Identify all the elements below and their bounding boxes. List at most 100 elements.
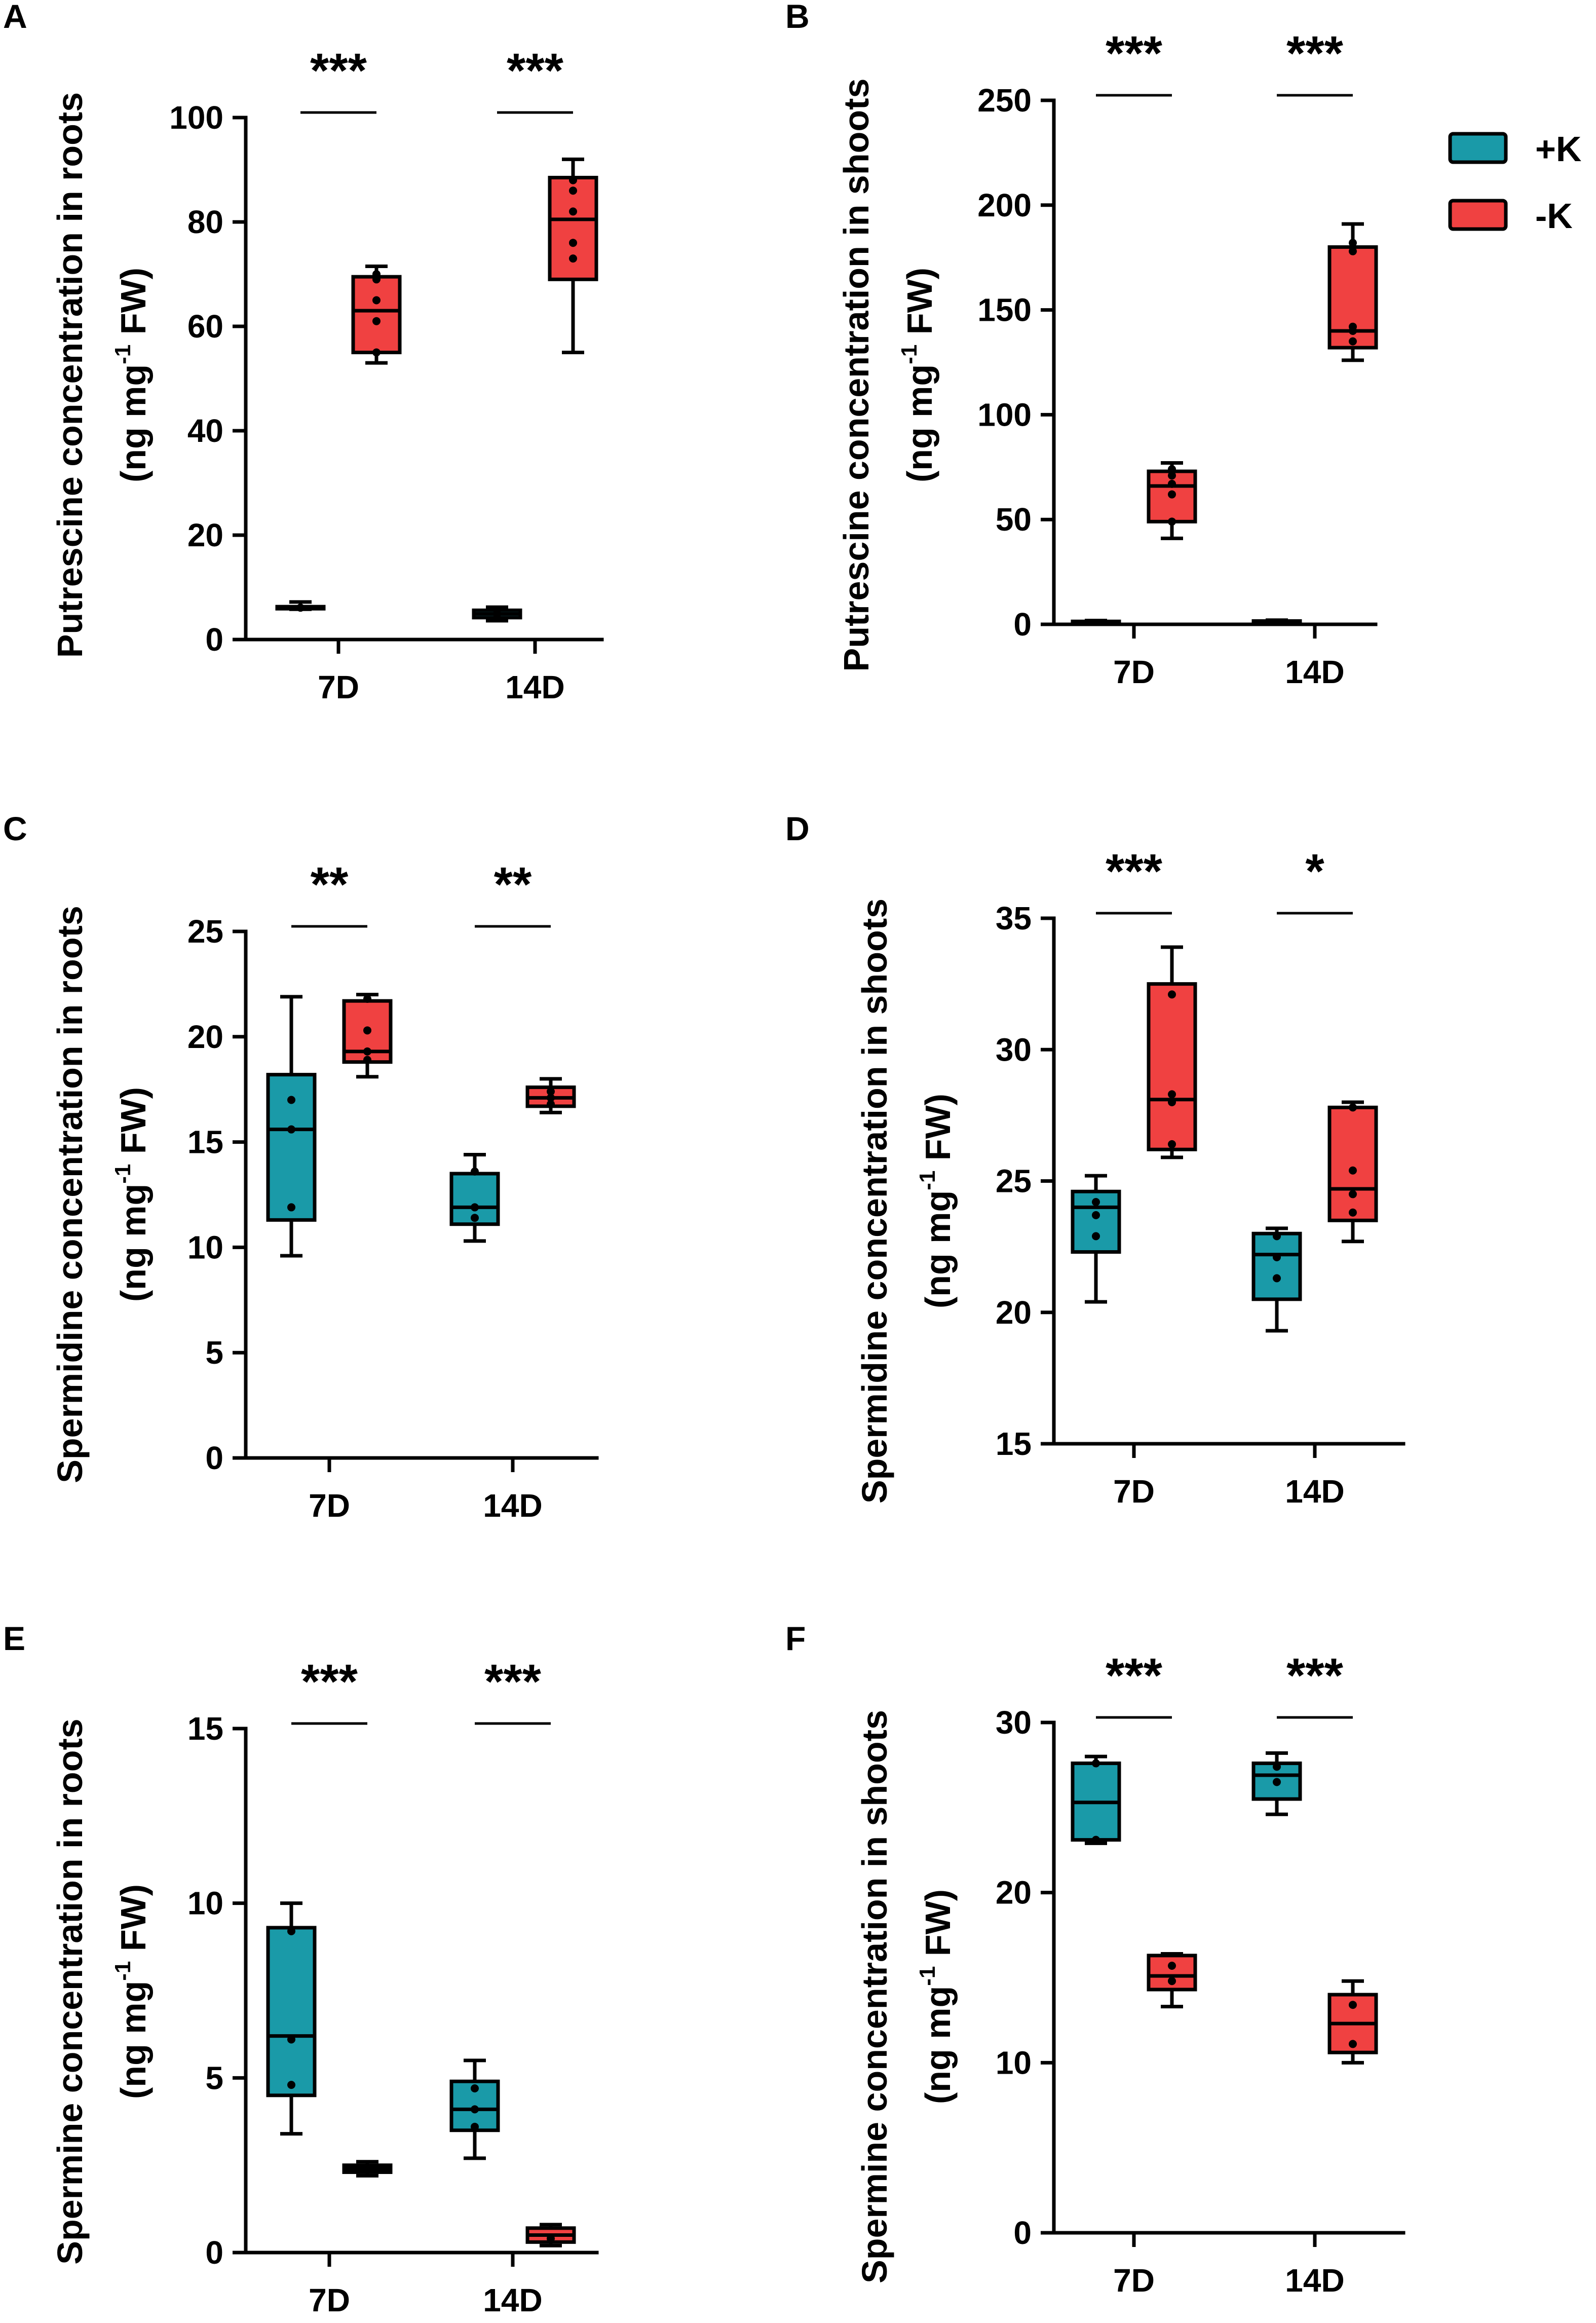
data-point bbox=[287, 1927, 295, 1935]
x-tick-label-14D: 14D bbox=[483, 1487, 542, 1524]
y-tick-label: 60 bbox=[187, 308, 223, 345]
box--K-14D bbox=[525, 2223, 576, 2247]
data-point bbox=[296, 604, 305, 612]
data-point bbox=[363, 2164, 371, 2173]
box-iqr bbox=[351, 275, 402, 355]
y-axis-title-unit: FW) bbox=[900, 268, 939, 345]
data-point bbox=[1168, 1140, 1176, 1148]
x-tick-label-7D: 7D bbox=[309, 1487, 350, 1524]
data-point bbox=[547, 2234, 555, 2243]
y-axis-title-unit: FW) bbox=[113, 1087, 153, 1164]
y-axis-title-line1: Putrescine concentration in roots bbox=[50, 92, 90, 658]
data-point bbox=[363, 994, 371, 1003]
box-+K-7D bbox=[266, 1901, 317, 2136]
data-point bbox=[1349, 337, 1357, 346]
box--K-7D bbox=[1147, 945, 1197, 1159]
significance-label: *** bbox=[1106, 26, 1163, 81]
y-axis-title: Spermine concentration in roots (ng mg-1 … bbox=[50, 1718, 153, 2264]
data-point bbox=[547, 1087, 555, 1096]
x-tick-label-14D: 14D bbox=[483, 2282, 542, 2318]
y-axis-title-line2: (ng mg bbox=[113, 1981, 153, 2099]
significance-label: *** bbox=[301, 1655, 358, 1709]
box--K-14D bbox=[548, 157, 598, 354]
box-+K-7D bbox=[275, 600, 326, 612]
significance-label: *** bbox=[1106, 844, 1163, 898]
box-+K-7D bbox=[1071, 1174, 1121, 1304]
x-tick-label-7D: 7D bbox=[1113, 2262, 1155, 2299]
y-axis-title-sup: -1 bbox=[110, 1164, 135, 1184]
data-point bbox=[372, 317, 381, 325]
data-point bbox=[1092, 1197, 1100, 1206]
data-point bbox=[1349, 1190, 1357, 1198]
data-point bbox=[1168, 990, 1176, 999]
data-point bbox=[1092, 1211, 1100, 1219]
y-tick-label: 20 bbox=[187, 1019, 223, 1055]
y-tick-label: 0 bbox=[1013, 2215, 1032, 2251]
box-+K-14D bbox=[472, 605, 522, 623]
data-point bbox=[372, 296, 381, 305]
y-axis-title: Putrescine concentration in roots (ng mg-… bbox=[50, 92, 153, 658]
data-point bbox=[287, 2081, 295, 2089]
data-point bbox=[363, 1047, 371, 1056]
panel-letter: B bbox=[785, 0, 810, 35]
y-axis-title-line2: (ng mg bbox=[900, 364, 939, 482]
legend-label-plus-k: +K bbox=[1535, 129, 1581, 169]
data-point bbox=[1349, 1208, 1357, 1217]
data-point bbox=[1349, 1166, 1357, 1175]
box--K-14D bbox=[1327, 222, 1378, 362]
data-point bbox=[1168, 479, 1176, 488]
box-iqr bbox=[1251, 1231, 1302, 1301]
box-iqr bbox=[266, 1926, 317, 2097]
x-tick-label-14D: 14D bbox=[505, 669, 564, 705]
data-point bbox=[569, 239, 577, 247]
box-+K-14D bbox=[1251, 1226, 1302, 1333]
y-axis-title-sup: -1 bbox=[110, 1961, 135, 1981]
y-tick-label: 200 bbox=[977, 187, 1032, 223]
box-+K-14D bbox=[449, 1153, 500, 1243]
y-tick-label: 25 bbox=[996, 1163, 1032, 1200]
y-tick-label: 40 bbox=[187, 413, 223, 449]
box-+K-7D bbox=[1071, 619, 1121, 625]
data-point bbox=[471, 2122, 479, 2131]
significance-label: ** bbox=[311, 857, 349, 912]
y-axis-title: Spermine concentration in shoots (ng mg-1… bbox=[855, 1710, 958, 2283]
panel-B: B Putrescine concentration in shoots (ng m… bbox=[785, 0, 1378, 690]
y-tick-label: 15 bbox=[996, 1426, 1032, 1462]
y-tick-label: 20 bbox=[996, 1875, 1032, 1911]
data-point bbox=[569, 176, 577, 184]
data-point bbox=[1273, 1274, 1281, 1283]
data-point bbox=[569, 254, 577, 263]
y-axis-title-unit: FW) bbox=[113, 1884, 153, 1961]
data-point bbox=[547, 1094, 555, 1102]
data-point bbox=[1349, 2001, 1357, 2009]
data-point bbox=[287, 2035, 295, 2044]
y-axis-title-line2: (ng mg bbox=[113, 1184, 153, 1302]
x-tick-label-7D: 7D bbox=[318, 669, 359, 705]
y-axis-title-line1: Spermine concentration in shoots bbox=[855, 1710, 894, 2283]
panel-A: A Putrescine concentration in roots (ng mg… bbox=[3, 0, 604, 705]
y-axis-title-sup: -1 bbox=[897, 345, 922, 364]
y-axis-title-unit: FW) bbox=[113, 268, 153, 345]
y-tick-label: 80 bbox=[187, 204, 223, 240]
significance-label: *** bbox=[310, 44, 367, 98]
data-point bbox=[363, 1026, 371, 1035]
data-point bbox=[471, 1203, 479, 1212]
y-tick-label: 5 bbox=[205, 1334, 223, 1371]
data-point bbox=[1273, 1253, 1281, 1261]
box-iqr bbox=[1147, 982, 1197, 1151]
significance-label: *** bbox=[1286, 26, 1344, 81]
y-tick-label: 0 bbox=[205, 2234, 223, 2271]
data-point bbox=[569, 186, 577, 195]
data-point bbox=[287, 1125, 295, 1134]
data-point bbox=[1349, 2040, 1357, 2048]
y-tick-label: 10 bbox=[187, 1229, 223, 1265]
significance-label: ** bbox=[494, 857, 532, 912]
data-point bbox=[1168, 490, 1176, 499]
y-tick-label: 100 bbox=[169, 99, 223, 136]
data-point bbox=[1168, 1962, 1176, 1970]
data-point bbox=[1092, 1759, 1100, 1768]
data-point bbox=[471, 1214, 479, 1222]
panel-F: F Spermine concentration in shoots (ng mg-… bbox=[785, 1620, 1405, 2299]
panel-letter: E bbox=[3, 1620, 25, 1657]
